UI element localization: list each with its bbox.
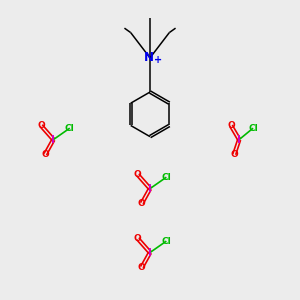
Text: O: O xyxy=(41,150,49,159)
Text: Cl: Cl xyxy=(161,173,171,182)
Text: Cl: Cl xyxy=(65,124,75,133)
Text: Cl: Cl xyxy=(248,124,258,133)
Text: O: O xyxy=(134,170,142,179)
Text: N: N xyxy=(143,51,154,64)
Text: I: I xyxy=(52,135,55,145)
Text: O: O xyxy=(138,199,146,208)
Text: I: I xyxy=(148,248,152,257)
Text: Cl: Cl xyxy=(161,237,171,246)
Text: O: O xyxy=(134,234,142,243)
Text: I: I xyxy=(148,184,152,194)
Text: O: O xyxy=(227,121,235,130)
Text: O: O xyxy=(138,263,146,272)
Text: O: O xyxy=(37,121,45,130)
Text: +: + xyxy=(154,55,162,65)
Text: I: I xyxy=(237,135,241,145)
Text: O: O xyxy=(230,150,238,159)
